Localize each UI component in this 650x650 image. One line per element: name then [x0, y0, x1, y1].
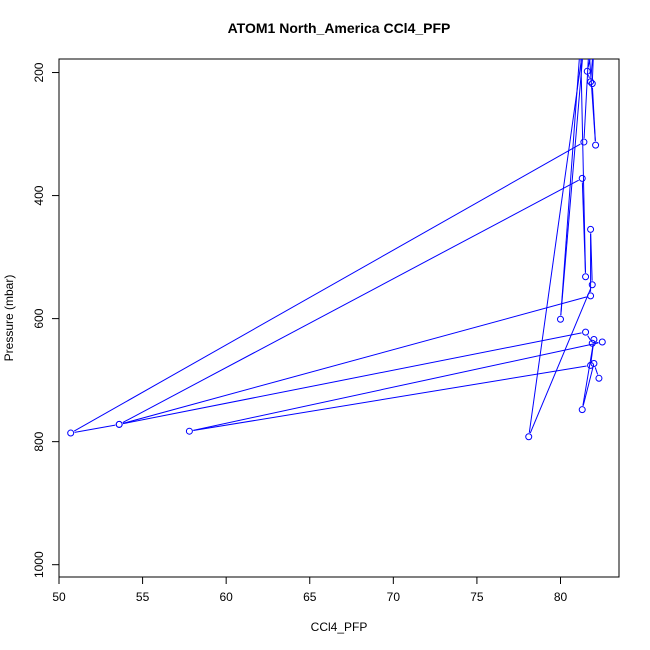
series-segment [589, 59, 596, 142]
data-point [580, 138, 588, 146]
series-segment [73, 143, 581, 432]
data-point [581, 39, 587, 45]
data-point [582, 273, 590, 281]
series-segment [582, 343, 594, 406]
data-point [590, 360, 598, 368]
data-point [588, 80, 596, 88]
x-axis: 50 55 60 65 70 75 80 [52, 576, 568, 604]
series-segment [583, 59, 589, 139]
series-segment [123, 332, 582, 425]
y-tick-label: 800 [32, 431, 46, 451]
data-point [587, 292, 595, 300]
x-tick-label: 60 [219, 590, 233, 604]
series-segment [587, 335, 591, 341]
data-point [525, 433, 533, 441]
series-segment [122, 179, 579, 423]
data-point [588, 339, 596, 347]
data-point [591, 39, 597, 45]
series-segment [587, 74, 590, 79]
y-axis-label: Pressure (mbar) [2, 275, 16, 362]
data-point [588, 281, 596, 289]
data-point [583, 67, 591, 75]
series-segment [193, 342, 599, 431]
data-point [591, 39, 597, 45]
series-segment [590, 59, 593, 78]
series-group [67, 39, 606, 441]
x-tick-label: 80 [554, 590, 568, 604]
data-point [185, 427, 193, 435]
chart-title: ATOM1 North_America CCl4_PFP [228, 20, 451, 36]
x-axis-label: CCl4_PFP [311, 620, 368, 634]
data-point [587, 225, 595, 233]
y-axis: 200 400 600 800 1000 [32, 62, 60, 578]
series-segment [560, 59, 583, 316]
data-point [586, 45, 592, 51]
data-point [115, 420, 123, 428]
data-point [592, 141, 600, 149]
data-point [590, 336, 598, 344]
x-tick-label: 65 [303, 590, 317, 604]
data-point [556, 315, 564, 323]
x-tick-label: 75 [470, 590, 484, 604]
series-segment [580, 59, 586, 273]
series-segment [122, 296, 587, 424]
series-segment [594, 367, 599, 375]
series-segment [528, 59, 582, 433]
x-tick-label: 70 [387, 590, 401, 604]
data-point [598, 338, 606, 346]
series-segment [582, 367, 594, 406]
y-tick-label: 200 [32, 62, 46, 82]
data-point [587, 78, 595, 86]
y-tick-label: 600 [32, 308, 46, 328]
data-point [578, 174, 586, 182]
y-tick-label: 1000 [32, 551, 46, 578]
data-point [587, 361, 595, 369]
data-point [578, 406, 586, 414]
series-segment [529, 288, 592, 434]
data-point [578, 39, 584, 45]
data-point [67, 429, 75, 437]
series-segment [591, 59, 594, 80]
series-segment [74, 424, 116, 433]
x-tick-label: 55 [136, 590, 150, 604]
plot-frame [58, 58, 620, 578]
x-tick-label: 50 [52, 590, 66, 604]
series-segment [193, 365, 587, 432]
data-point [582, 328, 590, 336]
y-tick-label: 400 [32, 185, 46, 205]
data-point [595, 374, 603, 382]
series-segment [587, 59, 591, 68]
